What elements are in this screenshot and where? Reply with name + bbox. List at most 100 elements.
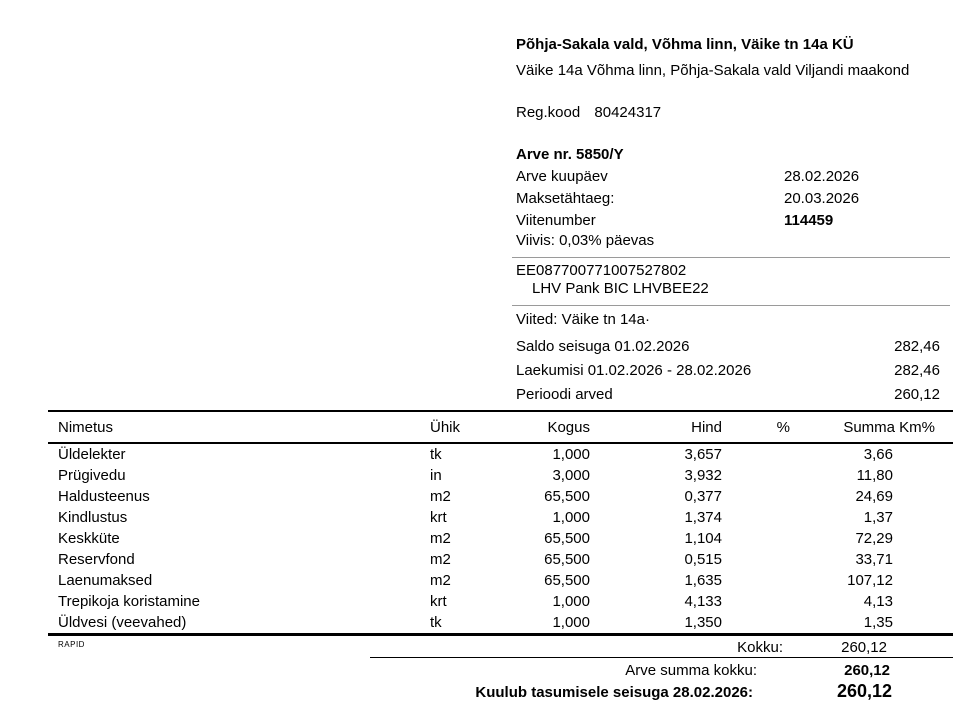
table-cell: Üldelekter — [58, 446, 126, 463]
table-cell: m2 — [430, 530, 451, 547]
period-invoices-label: Perioodi arved — [516, 386, 613, 403]
period-invoices-row: Perioodi arved 260,12 — [516, 386, 940, 403]
due-date-row: Maksetähtaeg: 20.03.2026 — [516, 190, 940, 207]
bank-name: LHV Pank BIC LHVBEE22 — [532, 280, 709, 297]
table-row: Reservfond m2 65,500 0,515 33,71 — [48, 549, 953, 570]
table-cell: 1,635 — [684, 572, 722, 589]
table-cell: Prügivedu — [58, 467, 126, 484]
header-nimetus: Nimetus — [58, 418, 114, 436]
invoice-sum-value: 260,12 — [844, 662, 890, 679]
table-cell: 65,500 — [544, 572, 590, 589]
recipient-address: Väike 14a Võhma linn, Põhja-Sakala vald … — [516, 62, 910, 79]
invoice-date-value: 28.02.2026 — [784, 168, 860, 185]
registry-code-label: Reg.kood — [516, 104, 581, 121]
table-cell: Reservfond — [58, 551, 135, 568]
table-cell: 3,66 — [863, 446, 893, 463]
table-cell: 65,500 — [544, 551, 590, 568]
invoice-items-table: Nimetus Ühik Kogus Hind % Summa Km% Ülde… — [48, 410, 953, 636]
table-cell: krt — [430, 593, 447, 610]
reference-number-row: Viitenumber 114459 — [516, 212, 940, 229]
invoice-sum-label: Arve summa kokku: — [625, 662, 757, 679]
payments-value: 282,46 — [894, 362, 940, 379]
due-date-label: Maksetähtaeg: — [516, 190, 615, 207]
table-cell: m2 — [430, 488, 451, 505]
table-row: Keskküte m2 65,500 1,104 72,29 — [48, 528, 953, 549]
invoice-table-body: Üldelekter tk 1,000 3,657 3,66 Prügivedu in 3,0… — [48, 444, 953, 633]
reference-number-value: 114459 — [784, 212, 834, 229]
table-cell: 1,374 — [684, 509, 722, 526]
table-cell: Kindlustus — [58, 509, 128, 526]
header-kogus: Kogus — [547, 418, 590, 436]
invoice-date-row: Arve kuupäev 28.02.2026 — [516, 168, 940, 185]
recipient-name: Põhja-Sakala vald, Võhma linn, Väike tn … — [516, 36, 854, 53]
table-row: Üldvesi (veevahed) tk 1,000 1,350 1,35 — [48, 612, 953, 633]
table-cell: m2 — [430, 572, 451, 589]
registry-code-row: Reg.kood 80424317 — [516, 104, 661, 121]
table-cell: 1,000 — [552, 593, 590, 610]
table-cell: tk — [430, 446, 442, 463]
amount-due-value: 260,12 — [836, 681, 892, 701]
payment-reference-note: Viited: Väike tn 14a· — [516, 311, 650, 328]
table-row: Laenumaksed m2 65,500 1,635 107,12 — [48, 570, 953, 591]
header-summa: Summa Km% — [843, 418, 935, 436]
table-cell: 4,133 — [684, 593, 722, 610]
balance-value: 282,46 — [894, 338, 940, 355]
table-cell: 65,500 — [544, 530, 590, 547]
table-row: Prügivedu in 3,000 3,932 11,80 — [48, 465, 953, 486]
header-hind: Hind — [691, 418, 722, 436]
invoice-date-label: Arve kuupäev — [516, 168, 608, 185]
table-cell: 1,000 — [552, 446, 590, 463]
table-cell: 3,000 — [552, 467, 590, 484]
total-divider-line — [370, 657, 953, 658]
table-cell: 1,37 — [863, 509, 893, 526]
table-cell: tk — [430, 614, 442, 631]
table-cell: Trepikoja koristamine — [58, 593, 200, 610]
table-cell: 1,35 — [863, 614, 893, 631]
header-percent: % — [776, 418, 790, 436]
table-cell: Keskküte — [58, 530, 120, 547]
balance-row: Saldo seisuga 01.02.2026 282,46 — [516, 338, 940, 355]
table-row: Kindlustus krt 1,000 1,374 1,37 — [48, 507, 953, 528]
table-cell: 4,13 — [863, 593, 893, 610]
software-mark: RAPID — [58, 640, 85, 649]
iban: EE087700771007527802 — [516, 262, 687, 279]
table-cell: 3,657 — [684, 446, 722, 463]
divider-line — [512, 257, 950, 258]
table-cell: krt — [430, 509, 447, 526]
header-uhik: Ühik — [430, 418, 461, 436]
table-cell: 11,80 — [856, 467, 893, 484]
table-cell: Üldvesi (veevahed) — [58, 614, 187, 631]
table-cell: 24,69 — [855, 488, 893, 505]
table-cell: 107,12 — [847, 572, 893, 589]
period-invoices-value: 260,12 — [894, 386, 940, 403]
table-header-row: Nimetus Ühik Kogus Hind % Summa Km% — [48, 412, 953, 444]
table-cell: Laenumaksed — [58, 572, 153, 589]
divider-line — [512, 305, 950, 306]
payments-label: Laekumisi 01.02.2026 - 28.02.2026 — [516, 362, 752, 379]
table-cell: in — [430, 467, 442, 484]
table-row: Haldusteenus m2 65,500 0,377 24,69 — [48, 486, 953, 507]
table-cell: 72,29 — [855, 530, 893, 547]
table-cell: 3,932 — [684, 467, 722, 484]
table-row: Trepikoja koristamine krt 1,000 4,133 4,13 — [48, 591, 953, 612]
table-cell: 33,71 — [855, 551, 893, 568]
due-date-value: 20.03.2026 — [784, 190, 860, 207]
table-cell: 1,104 — [684, 530, 722, 547]
balance-label: Saldo seisuga 01.02.2026 — [516, 338, 690, 355]
total-value: 260,12 — [841, 639, 887, 656]
amount-due-label: Kuulub tasumisele seisuga 28.02.2026: — [475, 684, 753, 701]
table-cell: 65,500 — [544, 488, 590, 505]
table-cell: 1,000 — [552, 509, 590, 526]
table-cell: 0,377 — [684, 488, 722, 505]
table-cell: Haldusteenus — [58, 488, 150, 505]
reference-number-label: Viitenumber — [516, 212, 596, 229]
table-cell: 1,350 — [684, 614, 722, 631]
late-fee-note: Viivis: 0,03% päevas — [516, 232, 655, 249]
registry-code-value: 80424317 — [594, 104, 662, 121]
total-label: Kokku: — [737, 639, 783, 656]
table-cell: m2 — [430, 551, 451, 568]
payments-row: Laekumisi 01.02.2026 - 28.02.2026 282,46 — [516, 362, 940, 379]
table-cell: 1,000 — [552, 614, 590, 631]
table-cell: 0,515 — [684, 551, 722, 568]
